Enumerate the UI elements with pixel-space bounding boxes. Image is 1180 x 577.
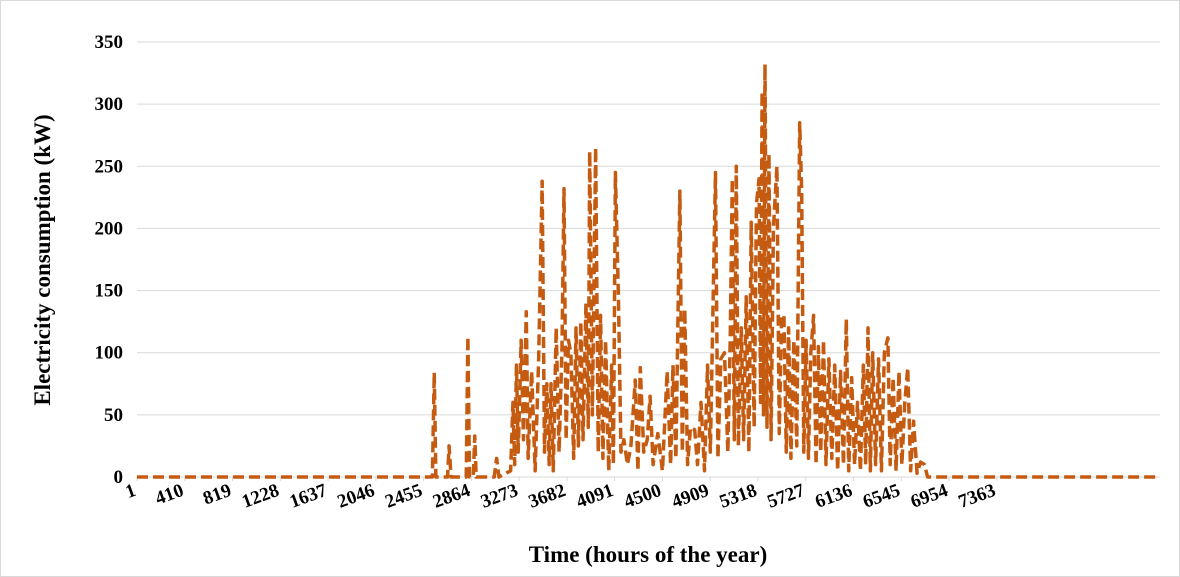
y-tick-label: 150 <box>95 281 124 302</box>
y-tick-label: 0 <box>114 467 124 488</box>
data-line <box>137 62 1160 479</box>
y-tick-label: 100 <box>95 343 124 364</box>
y-axis-title: Electricity consumption (kW) <box>30 114 55 405</box>
y-tick-label: 50 <box>104 405 123 426</box>
y-tick-label: 300 <box>95 94 124 115</box>
y-tick-label: 200 <box>95 218 124 239</box>
x-axis-title: Time (hours of the year) <box>529 542 767 567</box>
y-tick-label: 250 <box>95 156 124 177</box>
y-tick-label: 350 <box>95 32 124 53</box>
